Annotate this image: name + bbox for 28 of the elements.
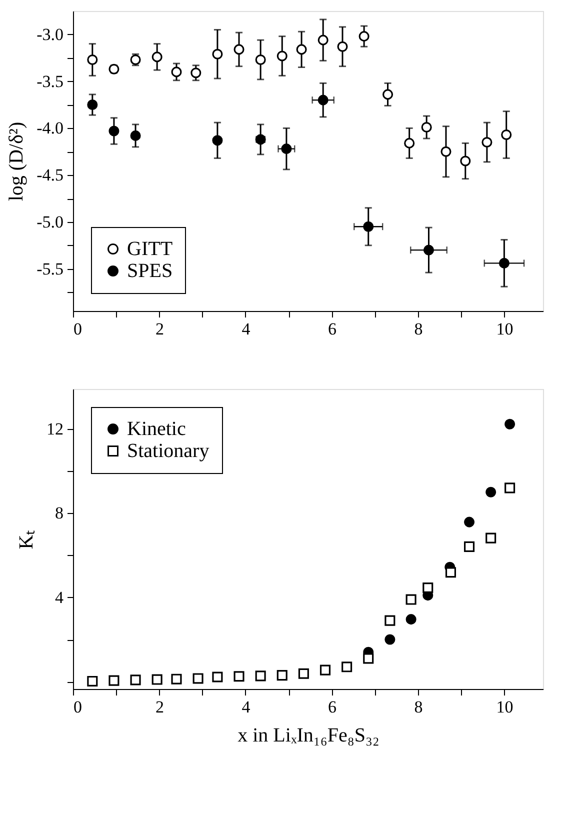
x-tick-label: 8 (414, 698, 423, 716)
legend-label: Kinetic (127, 418, 186, 440)
x-tick-label: 0 (74, 698, 82, 716)
x-tick-label: 4 (242, 698, 251, 716)
legend-label: SPES (127, 260, 173, 282)
y-tick-label: -3.5 (36, 72, 64, 91)
y-tick-label: -3.0 (36, 24, 64, 44)
y-tick-label: 8 (55, 504, 64, 523)
y-tick-label: -5.0 (36, 212, 64, 232)
x-tick-label: 10 (496, 698, 514, 716)
legend-label: Stationary (127, 440, 210, 462)
y-tick-label: -5.5 (36, 259, 64, 278)
x-tick-label: 6 (328, 320, 336, 338)
x-tick-label: 8 (414, 320, 423, 338)
y-tick-label: 12 (46, 420, 64, 438)
x-tick-label: 0 (74, 320, 82, 338)
y-tick-label: -4.5 (36, 166, 64, 185)
x-tick-label: 4 (242, 320, 251, 338)
y-axis-title: Kₜ (16, 530, 38, 550)
legend-label: GITT (127, 238, 173, 260)
y-axis-title: log (D/δ²) (6, 122, 28, 202)
x-tick-label: 2 (155, 320, 164, 338)
y-tick-label: 4 (55, 588, 64, 607)
x-tick-label: 10 (496, 320, 514, 338)
x-tick-label: 2 (155, 698, 164, 716)
y-tick-label: -4.0 (36, 118, 64, 138)
x-axis-title: x in LiₓIn₁₆Fe₈S₃₂ (238, 724, 380, 746)
x-tick-label: 6 (328, 698, 336, 716)
